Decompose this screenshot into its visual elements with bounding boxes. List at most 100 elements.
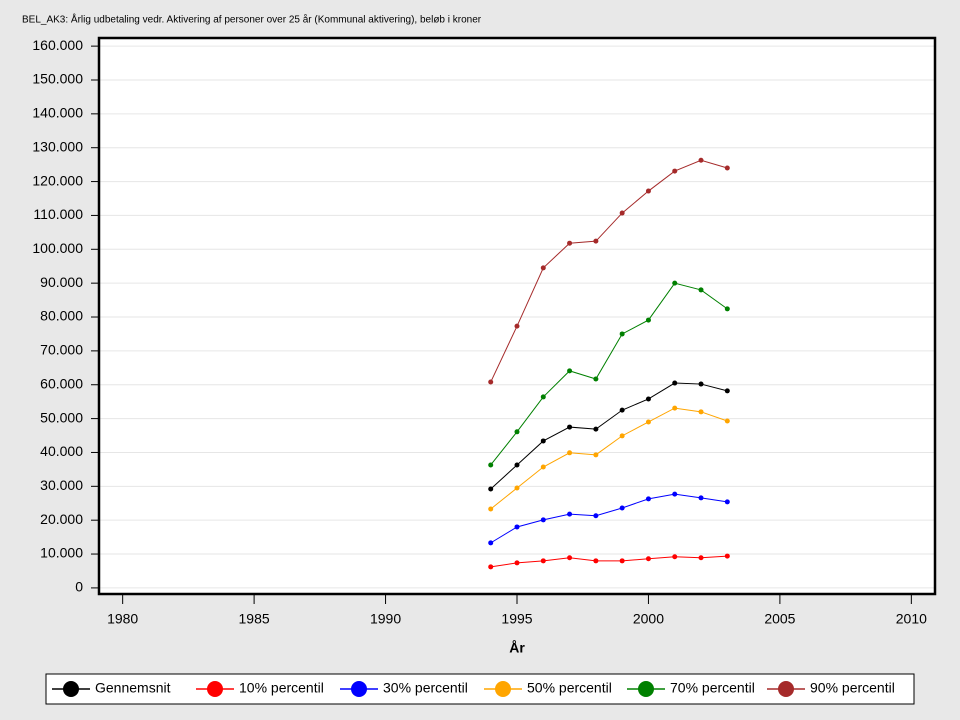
legend-label: 70% percentil <box>670 680 755 696</box>
data-point <box>540 265 546 271</box>
y-tick-label: 10.000 <box>40 545 83 561</box>
x-tick-label: 1980 <box>107 611 138 627</box>
x-tick-label: 2000 <box>633 611 664 627</box>
data-point <box>488 564 494 570</box>
series-line <box>490 159 728 383</box>
x-tick-label: 1995 <box>501 611 532 627</box>
legend-label: 30% percentil <box>383 680 468 696</box>
data-point <box>514 462 520 468</box>
legend-marker <box>778 681 794 697</box>
data-point <box>619 331 625 337</box>
x-tick-label: 1990 <box>370 611 401 627</box>
data-point <box>593 513 599 519</box>
y-tick-label: 30.000 <box>40 477 83 493</box>
data-point <box>567 240 573 246</box>
y-tick-label: 60.000 <box>40 375 83 391</box>
data-point <box>645 556 651 562</box>
series-line <box>490 493 728 544</box>
data-point <box>488 506 494 512</box>
data-point <box>593 558 599 564</box>
data-point <box>724 165 730 171</box>
data-point <box>698 287 704 293</box>
y-tick-label: 50.000 <box>40 409 83 425</box>
series-line <box>490 282 728 466</box>
y-tick-label: 100.000 <box>32 240 83 256</box>
data-point <box>593 238 599 244</box>
data-point <box>619 407 625 413</box>
data-point <box>645 317 651 323</box>
data-point <box>619 505 625 511</box>
data-point <box>672 491 678 497</box>
data-point <box>724 388 730 394</box>
y-tick-label: 130.000 <box>32 138 83 154</box>
data-point <box>672 554 678 560</box>
y-tick-label: 70.000 <box>40 342 83 358</box>
data-point <box>593 426 599 432</box>
data-point <box>540 394 546 400</box>
legend-marker <box>495 681 511 697</box>
data-point <box>698 381 704 387</box>
y-tick-label: 120.000 <box>32 172 83 188</box>
legend-label: 90% percentil <box>810 680 895 696</box>
legend-label: 10% percentil <box>239 680 324 696</box>
y-tick-label: 150.000 <box>32 71 83 87</box>
data-point <box>672 168 678 174</box>
data-point <box>672 280 678 286</box>
legend-marker <box>638 681 654 697</box>
data-point <box>619 433 625 439</box>
x-tick-label: 2010 <box>896 611 927 627</box>
data-point <box>514 485 520 491</box>
x-tick-label: 2005 <box>764 611 795 627</box>
data-point <box>514 323 520 329</box>
data-point <box>488 540 494 546</box>
data-point <box>567 511 573 517</box>
data-point <box>540 517 546 523</box>
series-line <box>490 407 728 510</box>
data-point <box>724 499 730 505</box>
data-point <box>698 495 704 501</box>
data-point <box>593 452 599 458</box>
x-axis-label: År <box>509 640 525 656</box>
data-point <box>645 396 651 402</box>
y-tick-label: 80.000 <box>40 308 83 324</box>
data-point <box>488 379 494 385</box>
data-point <box>567 555 573 561</box>
data-point <box>619 558 625 564</box>
data-point <box>514 560 520 566</box>
legend-marker <box>351 681 367 697</box>
y-tick-label: 20.000 <box>40 511 83 527</box>
data-point <box>514 429 520 435</box>
legend-label: Gennemsnit <box>95 680 171 696</box>
data-point <box>540 464 546 470</box>
legend-label: 50% percentil <box>527 680 612 696</box>
data-point <box>619 210 625 216</box>
chart-title: BEL_AK3: Årlig udbetaling vedr. Aktiveri… <box>22 13 482 26</box>
legend-marker <box>207 681 223 697</box>
data-point <box>645 496 651 502</box>
y-tick-label: 140.000 <box>32 105 83 121</box>
data-point <box>672 380 678 386</box>
x-tick-label: 1985 <box>239 611 270 627</box>
data-point <box>698 409 704 415</box>
data-point <box>593 376 599 382</box>
data-point <box>567 424 573 430</box>
data-point <box>645 188 651 194</box>
data-point <box>698 157 704 163</box>
data-point <box>724 553 730 559</box>
data-point <box>724 306 730 312</box>
y-tick-label: 0 <box>75 579 83 595</box>
data-point <box>724 418 730 424</box>
series-line <box>490 555 728 568</box>
data-point <box>567 450 573 456</box>
data-point <box>567 368 573 374</box>
data-point <box>488 486 494 492</box>
data-point <box>645 419 651 425</box>
y-tick-label: 90.000 <box>40 274 83 290</box>
y-tick-label: 40.000 <box>40 443 83 459</box>
data-point <box>672 405 678 411</box>
legend-marker <box>63 681 79 697</box>
series-line <box>490 382 728 490</box>
y-tick-label: 160.000 <box>32 37 83 53</box>
data-point <box>540 438 546 444</box>
